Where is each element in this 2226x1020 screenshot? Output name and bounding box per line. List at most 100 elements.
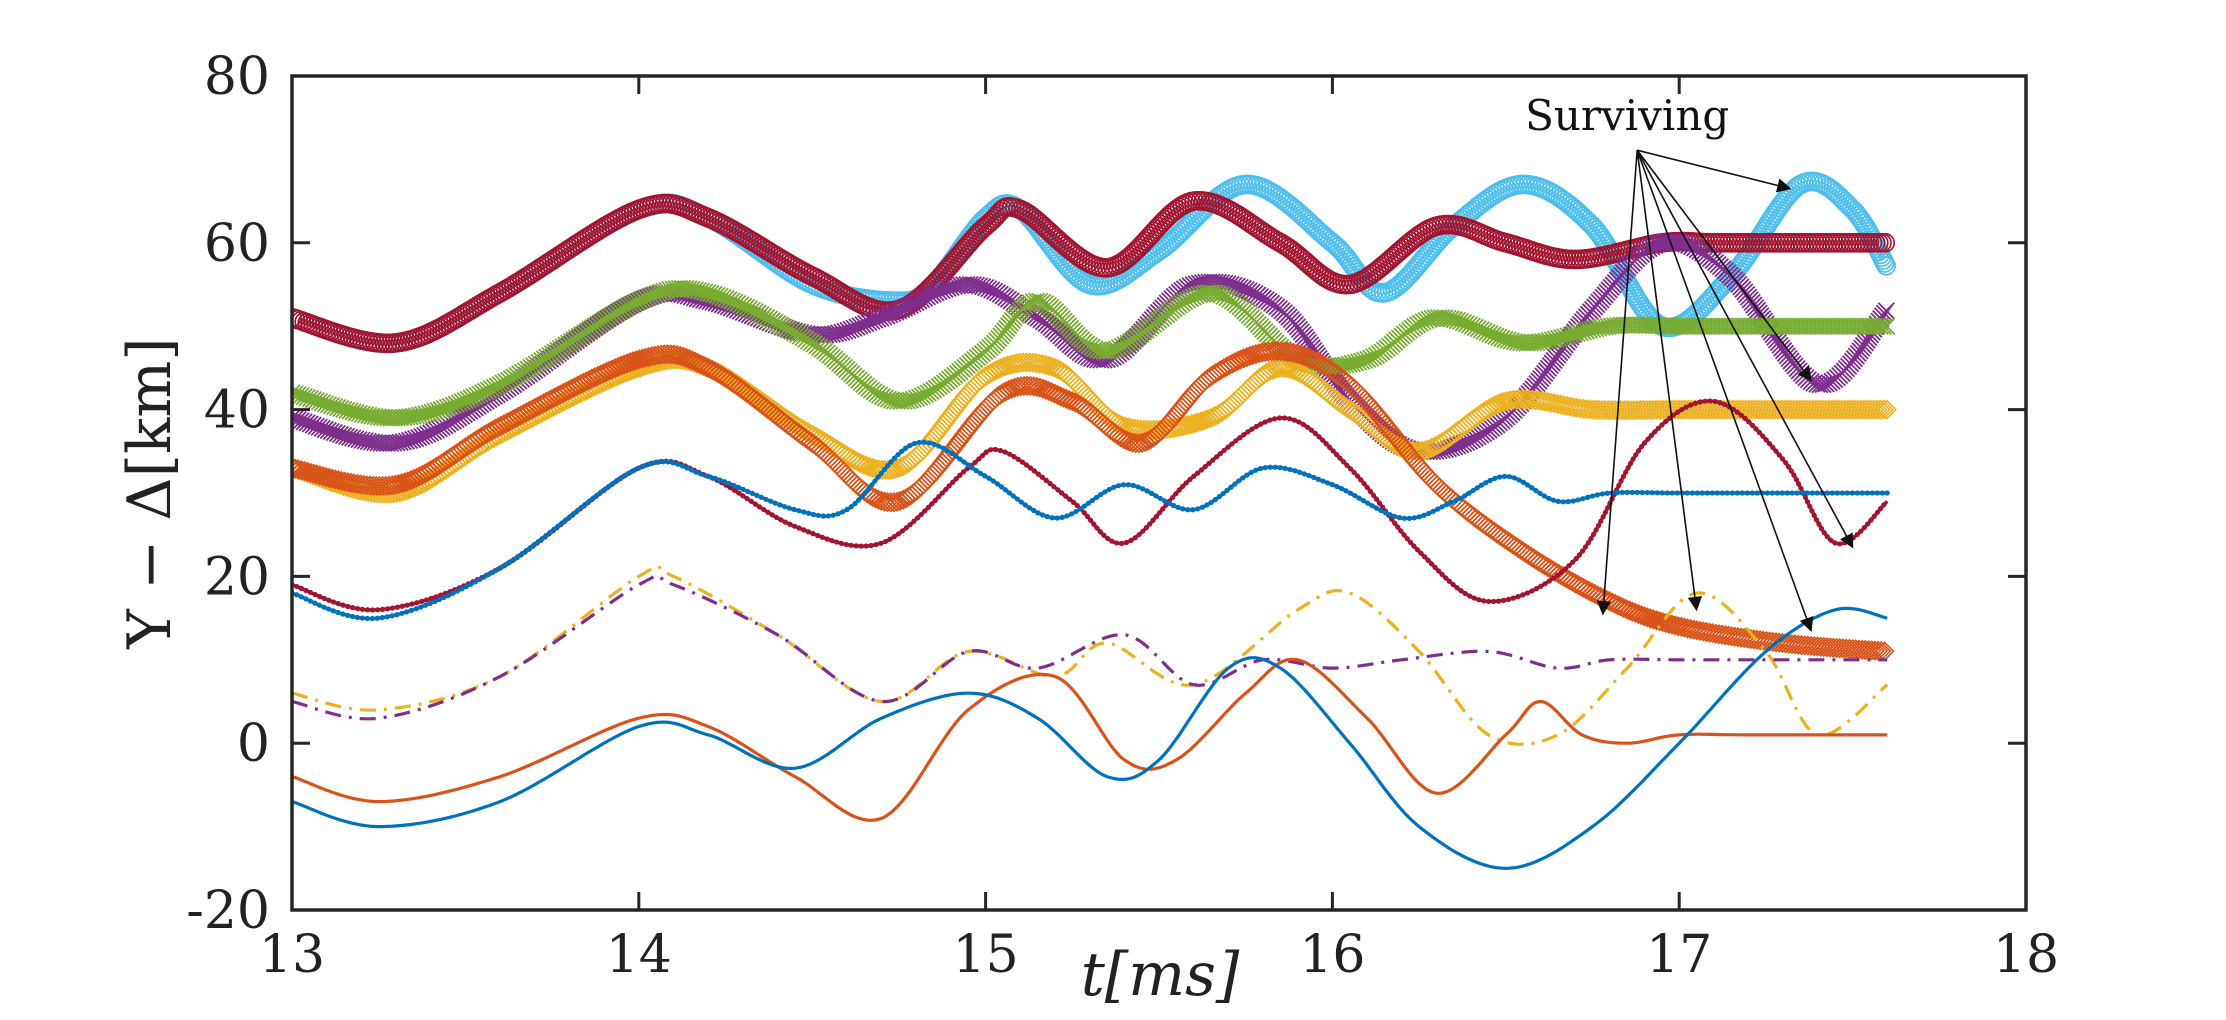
marker-point [1623, 469, 1629, 475]
marker-point [1828, 537, 1834, 543]
marker-point [465, 388, 483, 406]
series-blue-dots [292, 439, 1890, 622]
marker-point [1864, 490, 1870, 496]
marker-point [574, 507, 581, 514]
marker-point [328, 424, 347, 443]
marker-point [1213, 454, 1220, 460]
marker-point [675, 461, 681, 467]
marker-point [375, 475, 397, 497]
marker-point [428, 595, 434, 601]
marker-point [359, 606, 366, 612]
marker-point [435, 399, 453, 418]
marker-point [1083, 338, 1101, 356]
marker-point [1256, 362, 1278, 383]
marker-point [347, 473, 368, 495]
marker-point [1475, 322, 1493, 340]
marker-point [1774, 490, 1780, 496]
marker-point [399, 603, 405, 609]
marker-point [1582, 544, 1589, 550]
marker-point [1738, 412, 1744, 418]
marker-point [1147, 521, 1153, 527]
marker-point [882, 538, 889, 545]
marker-point [1089, 497, 1096, 503]
marker-point [1466, 593, 1473, 599]
marker-point [791, 523, 798, 529]
marker-point [304, 391, 322, 409]
marker-point [880, 492, 901, 513]
marker-point [1451, 312, 1470, 331]
marker-point [655, 459, 661, 465]
marker-point [1230, 349, 1251, 370]
marker-point [1347, 490, 1354, 496]
marker-point [758, 494, 764, 500]
marker-point [1582, 399, 1603, 420]
marker-point [1224, 352, 1246, 373]
marker-point [1118, 540, 1125, 546]
marker-point [1178, 414, 1199, 436]
marker-point [519, 550, 525, 557]
marker-point [1870, 399, 1891, 420]
y-tick-label: 0 [237, 714, 270, 774]
marker-point [1594, 492, 1600, 498]
marker-point [735, 484, 742, 490]
marker-point [1871, 317, 1889, 335]
marker-point [829, 537, 835, 544]
marker-point [806, 510, 812, 516]
marker-point [1659, 422, 1665, 428]
marker-point [1566, 563, 1572, 569]
marker-point [1884, 490, 1890, 496]
marker-point [1655, 425, 1661, 431]
marker-point [1492, 475, 1498, 482]
marker-point [298, 585, 304, 591]
marker-point [319, 396, 338, 414]
marker-point [322, 422, 340, 441]
marker-point [1216, 494, 1222, 500]
marker-point [1105, 535, 1111, 542]
marker-point [833, 323, 851, 341]
marker-point [1769, 632, 1790, 653]
marker-point [992, 446, 999, 453]
marker-point [1460, 316, 1479, 334]
marker-point [459, 586, 465, 592]
marker-point [1593, 527, 1599, 533]
marker-point [1148, 490, 1155, 496]
marker-point [670, 460, 676, 466]
marker-point [1744, 490, 1750, 496]
marker-point [385, 474, 406, 495]
marker-point [1516, 477, 1522, 483]
marker-point [1649, 490, 1655, 496]
marker-point [1047, 480, 1053, 487]
marker-point [292, 385, 304, 403]
marker-point [1826, 637, 1847, 659]
marker-point [1674, 490, 1680, 496]
marker-point [1187, 412, 1208, 433]
marker-point [1356, 495, 1362, 501]
marker-point [684, 465, 690, 471]
marker-point [1208, 499, 1214, 506]
marker-point [1157, 495, 1163, 502]
marker-point [1398, 528, 1404, 534]
marker-point [1044, 514, 1050, 520]
marker-point [1268, 357, 1290, 379]
marker-point [885, 463, 891, 469]
marker-point [1325, 480, 1331, 486]
marker-point [1811, 512, 1817, 518]
marker-point [1130, 482, 1136, 489]
marker-point [1258, 421, 1264, 427]
marker-point [1810, 636, 1831, 657]
marker-point [749, 304, 767, 322]
marker-point [1446, 578, 1453, 584]
series-blue-solid [292, 606, 1888, 870]
marker-point [1772, 632, 1793, 654]
marker-point [1088, 517, 1094, 523]
marker-point [441, 397, 459, 416]
series-purple-dashdot [292, 574, 1888, 721]
marker-point [973, 468, 979, 474]
marker-point [494, 567, 500, 573]
marker-point [791, 506, 797, 513]
marker-point [404, 609, 410, 615]
marker-point [292, 308, 302, 328]
marker-point [992, 382, 1014, 404]
marker-point [1047, 358, 1068, 380]
marker-point [830, 512, 836, 518]
